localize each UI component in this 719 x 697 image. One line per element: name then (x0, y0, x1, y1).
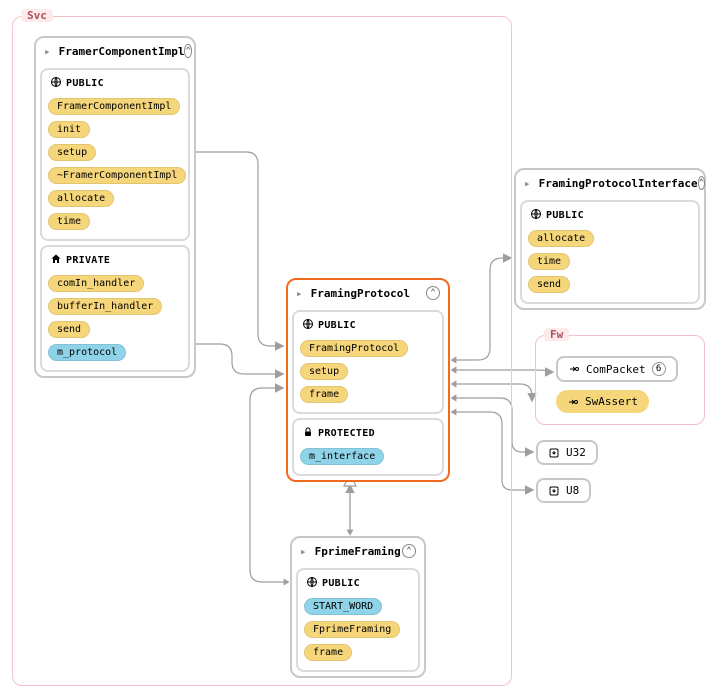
class-framing_iface[interactable]: ▸ FramingProtocolInterface⌃ PUBLIC allocate… (514, 168, 706, 310)
type-node-compacket[interactable]: ComPacket 6 (556, 356, 678, 382)
collapse-icon[interactable]: ⌃ (698, 176, 705, 190)
section-title: PUBLIC (300, 318, 436, 337)
namespace-fw-label: Fw (544, 328, 569, 341)
class-member[interactable]: FramingProtocol (300, 340, 408, 357)
collapse-icon[interactable]: ⌃ (426, 286, 440, 300)
collapse-icon[interactable]: ⌃ (402, 544, 416, 558)
type-node-swassert[interactable]: SwAssert (556, 390, 649, 413)
class-member[interactable]: time (528, 253, 570, 270)
class-member[interactable]: send (48, 321, 90, 338)
class-header[interactable]: ▸ FramerComponentImpl⌃ (36, 38, 194, 64)
diagram-stage: Svc Fw ▸FramerComponentImpl⌃PUBLICFramer… (0, 0, 719, 697)
class-member[interactable]: FprimeFraming (304, 621, 400, 638)
class-header[interactable]: ▸ FprimeFraming⌃ (292, 538, 424, 564)
collapse-icon[interactable]: ⌃ (184, 44, 191, 58)
class-member[interactable]: FramerComponentImpl (48, 98, 180, 115)
arrow-in-icon (567, 396, 579, 408)
class-member[interactable]: ~FramerComponentImpl (48, 167, 186, 184)
class-title: FramerComponentImpl (59, 45, 185, 58)
globe-icon (530, 208, 542, 223)
class-section: PROTECTED m_interface (292, 418, 444, 476)
section-title: PUBLIC (304, 576, 412, 595)
class-member[interactable]: bufferIn_handler (48, 298, 162, 315)
class-member[interactable]: setup (48, 144, 96, 161)
section-title: PROTECTED (300, 426, 436, 445)
class-title: FramingProtocolInterface (539, 177, 698, 190)
lock-icon (302, 426, 314, 441)
class-framing_protocol[interactable]: ▸ FramingProtocol ⌃ PUBLIC FramingProtocol se… (286, 278, 450, 482)
class-member[interactable]: m_protocol (48, 344, 126, 361)
class-title: FramingProtocol (311, 287, 410, 300)
expand-caret-icon: ▸ (44, 45, 51, 58)
class-member[interactable]: allocate (48, 190, 114, 207)
expand-caret-icon: ▸ (296, 287, 303, 300)
class-framer_impl[interactable]: ▸FramerComponentImpl⌃PUBLICFramerCompone… (34, 36, 196, 378)
class-header[interactable]: ▸ FramingProtocolInterface⌃ (516, 170, 704, 196)
class-section: PRIVATE comIn_handler bufferIn_handlersend… (40, 245, 190, 372)
class-member[interactable]: START_WORD (304, 598, 382, 615)
class-title: FprimeFraming (315, 545, 401, 558)
class-member[interactable]: time (48, 213, 90, 230)
type-node-u32[interactable]: U32 (536, 440, 598, 465)
class-member[interactable]: setup (300, 363, 348, 380)
type-node-label: SwAssert (585, 395, 638, 408)
class-member[interactable]: m_interface (300, 448, 384, 465)
import-icon (548, 485, 560, 497)
type-node-label: ComPacket (586, 363, 646, 376)
section-title: PUBLIC (528, 208, 692, 227)
class-header[interactable]: ▸ FramingProtocol ⌃ (288, 280, 448, 306)
class-section: PUBLIC FramerComponentImpl init setup ~Frame… (40, 68, 190, 241)
section-title: PRIVATE (48, 253, 182, 272)
class-section: PUBLIC START_WORD FprimeFraming frame (296, 568, 420, 672)
expand-caret-icon: ▸ (300, 545, 307, 558)
type-node-u8[interactable]: U8 (536, 478, 591, 503)
class-member[interactable]: comIn_handler (48, 275, 144, 292)
class-member[interactable]: frame (304, 644, 352, 661)
class-section: PUBLIC allocate time send (520, 200, 700, 304)
globe-icon (306, 576, 318, 591)
import-icon (548, 447, 560, 459)
globe-icon (50, 76, 62, 91)
expand-caret-icon: ▸ (524, 177, 531, 190)
class-member[interactable]: init (48, 121, 90, 138)
count-badge: 6 (652, 362, 666, 376)
type-node-label: U32 (566, 446, 586, 459)
namespace-svc-label: Svc (21, 9, 53, 22)
class-member[interactable]: allocate (528, 230, 594, 247)
class-member[interactable]: send (528, 276, 570, 293)
arrow-in-icon (568, 363, 580, 375)
section-title: PUBLIC (48, 76, 182, 95)
home-icon (50, 253, 62, 268)
type-node-label: U8 (566, 484, 579, 497)
class-member[interactable]: frame (300, 386, 348, 403)
class-section: PUBLIC FramingProtocol setup frame (292, 310, 444, 414)
globe-icon (302, 318, 314, 333)
class-fprime_framing[interactable]: ▸FprimeFraming⌃PUBLICSTART_WORDFprimeFra… (290, 536, 426, 678)
